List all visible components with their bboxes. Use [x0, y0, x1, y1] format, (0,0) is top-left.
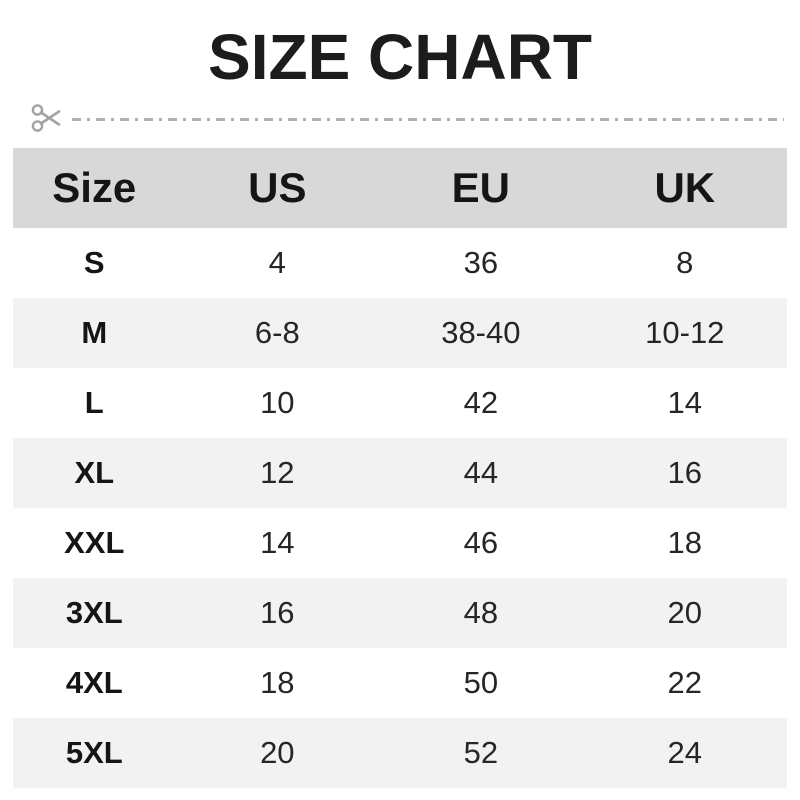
- cell-eu: 50: [463, 665, 499, 700]
- scissors-icon: [31, 104, 61, 132]
- table-row: 4XL 18 50 22: [13, 648, 787, 718]
- cell-size: 4XL: [65, 665, 123, 700]
- table-row: XXL 14 46 18: [13, 508, 787, 578]
- cell-uk: 10-12: [645, 315, 725, 350]
- header-cell-eu: EU: [451, 164, 511, 211]
- cell-uk: 8: [676, 245, 694, 280]
- cell-eu: 36: [463, 245, 499, 280]
- cell-size: 5XL: [65, 735, 123, 770]
- cell-eu: 48: [463, 595, 499, 630]
- cell-eu: 44: [463, 455, 499, 490]
- cell-uk: 14: [667, 385, 703, 420]
- cell-size: S: [83, 245, 105, 280]
- cell-size: XXL: [64, 525, 125, 560]
- cell-us: 18: [260, 665, 295, 700]
- cell-us: 20: [260, 735, 295, 770]
- cell-uk: 22: [667, 665, 703, 700]
- page-title: SIZE CHART: [208, 21, 592, 93]
- cell-us: 6-8: [254, 315, 300, 350]
- cell-uk: 18: [667, 525, 703, 560]
- cell-eu: 52: [463, 735, 499, 770]
- table-row: 3XL 16 48 20: [13, 578, 787, 648]
- table-row: L 10 42 14: [13, 368, 787, 438]
- cell-us: 16: [260, 595, 295, 630]
- cut-line: [0, 96, 800, 140]
- cell-uk: 16: [667, 455, 703, 490]
- table-row: 5XL 20 52 24: [13, 718, 787, 788]
- table-row: XL 12 44 16: [13, 438, 787, 508]
- cell-us: 4: [268, 245, 286, 280]
- table-row: S 4 36 8: [13, 228, 787, 298]
- cell-us: 14: [260, 525, 295, 560]
- cell-eu: 42: [463, 385, 499, 420]
- size-table: Size US EU UK S 4 36 8 M 6-8 38-40 10-12…: [13, 148, 787, 788]
- header-cell-us: US: [248, 164, 307, 211]
- cell-us: 12: [260, 455, 295, 490]
- cell-size: 3XL: [65, 595, 123, 630]
- header-cell-uk: UK: [654, 164, 716, 211]
- cell-size: XL: [74, 455, 115, 490]
- dashed-cut-line: [72, 117, 784, 121]
- cell-size: M: [81, 315, 108, 350]
- cell-eu: 38-40: [441, 315, 521, 350]
- cell-eu: 46: [463, 525, 499, 560]
- cell-size: L: [84, 385, 104, 420]
- cell-uk: 24: [667, 735, 703, 770]
- table-row: M 6-8 38-40 10-12: [13, 298, 787, 368]
- header-cell-size: Size: [52, 164, 137, 211]
- cell-us: 10: [260, 385, 295, 420]
- cell-uk: 20: [667, 595, 703, 630]
- table-header-row: Size US EU UK: [13, 148, 787, 228]
